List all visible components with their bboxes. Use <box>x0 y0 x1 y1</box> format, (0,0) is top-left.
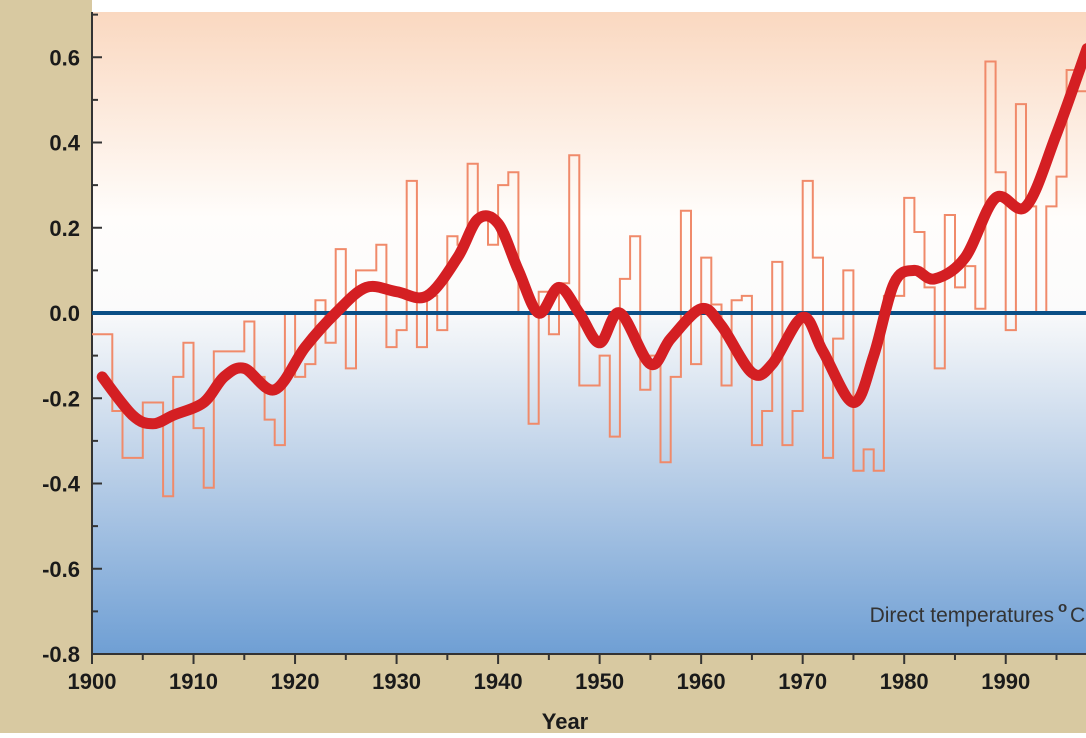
y-tick-label: 0.0 <box>49 301 80 326</box>
annotation-unit: C <box>1070 604 1085 627</box>
x-tick-label: 1910 <box>169 669 218 694</box>
frame-left <box>0 0 92 733</box>
y-tick-label: 0.4 <box>49 131 80 156</box>
x-tick-label: 1920 <box>271 669 320 694</box>
x-tick-label: 1970 <box>778 669 827 694</box>
annotation-label: Direct temperatures <box>870 604 1054 627</box>
y-tick-label: -0.8 <box>42 642 80 667</box>
series-layer <box>92 13 1086 498</box>
smoothed-temperature-line <box>96 43 1086 430</box>
y-tick-label: -0.2 <box>42 386 80 411</box>
x-axis: 1900 1910 1920 1930 1940 1950 1960 1970 1980 1990 <box>68 653 1086 694</box>
x-tick-label: 1960 <box>677 669 726 694</box>
x-tick-label: 1900 <box>68 669 117 694</box>
x-axis-title: Year <box>542 709 589 733</box>
x-tick-label: 1940 <box>474 669 523 694</box>
x-tick-label: 1950 <box>575 669 624 694</box>
x-tick-label: 1930 <box>372 669 421 694</box>
x-tick-label: 1980 <box>880 669 929 694</box>
y-tick-label: -0.4 <box>42 472 81 497</box>
y-tick-label: 0.2 <box>49 216 80 241</box>
y-tick-label: -0.6 <box>42 557 80 582</box>
y-axis: -0.8 -0.6 -0.4 -0.2 0.0 0.2 0.4 0.6 <box>42 12 102 667</box>
annual-temperature-steps <box>92 13 1086 498</box>
y-tick-label: 0.6 <box>49 45 80 70</box>
x-tick-label: 1990 <box>981 669 1030 694</box>
frame-bottom <box>0 654 1086 733</box>
annotation-degree: o <box>1058 599 1067 616</box>
